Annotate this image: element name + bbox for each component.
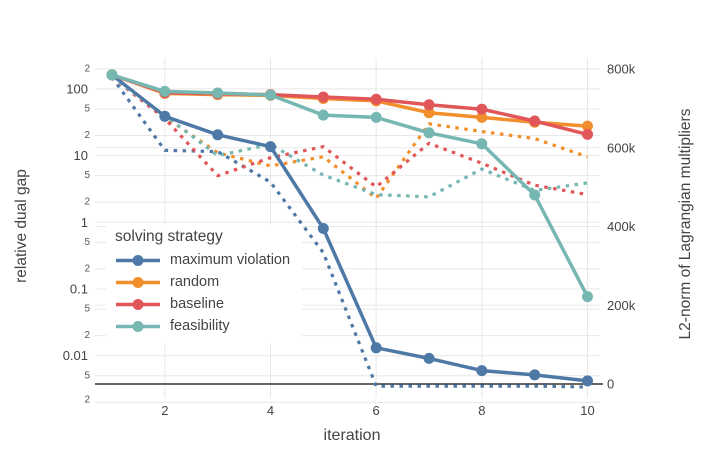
marker-feasibility bbox=[529, 189, 541, 201]
marker-baseline bbox=[423, 99, 435, 111]
right-axis-title: L2-norm of Lagrangian multipliers bbox=[677, 108, 694, 340]
marker-maximum-violation bbox=[582, 375, 593, 387]
x-axis-tick-labels: 2 4 6 8 10 bbox=[161, 403, 595, 418]
svg-text:0.1: 0.1 bbox=[70, 282, 88, 297]
svg-text:6: 6 bbox=[373, 403, 380, 418]
marker-random bbox=[423, 107, 435, 119]
legend-item-label: baseline bbox=[170, 296, 225, 312]
svg-text:8: 8 bbox=[478, 403, 485, 418]
marker-maximum-violation bbox=[317, 223, 329, 234]
legend-item-label: random bbox=[170, 274, 220, 290]
marker-random bbox=[476, 111, 488, 123]
left-axis-tick-labels: 100 10 1 0.1 0.01 2 5 2 5 2 5 2 5 2 5 2 bbox=[63, 63, 91, 405]
marker-maximum-violation bbox=[529, 369, 541, 381]
legend-item-label: feasibility bbox=[170, 318, 230, 334]
marker-feasibility bbox=[159, 85, 171, 97]
marker-random bbox=[582, 120, 593, 132]
marker-feasibility bbox=[476, 138, 488, 150]
svg-text:10: 10 bbox=[580, 403, 594, 418]
legend-item-random[interactable]: random bbox=[115, 271, 290, 293]
marker-feasibility bbox=[582, 291, 593, 303]
legend-item-feasibility[interactable]: feasibility bbox=[115, 315, 290, 337]
svg-text:2: 2 bbox=[84, 330, 90, 341]
svg-text:600k: 600k bbox=[607, 140, 636, 155]
svg-text:2: 2 bbox=[84, 63, 90, 74]
right-axis-tick-labels: 0 200k 400k 600k 800k bbox=[607, 62, 636, 392]
left-axis-title: relative dual gap bbox=[13, 169, 30, 283]
svg-text:1: 1 bbox=[81, 215, 88, 230]
marker-maximum-violation bbox=[476, 365, 488, 377]
marker-maximum-violation bbox=[370, 342, 382, 354]
svg-text:2: 2 bbox=[84, 130, 90, 141]
series-maximum-violation-l2-norm bbox=[110, 73, 588, 383]
svg-text:0.01: 0.01 bbox=[63, 348, 88, 363]
marker-maximum-violation bbox=[265, 141, 276, 153]
legend-symbol-baseline bbox=[116, 298, 160, 310]
legend-items: maximum violation random baseline feasibili… bbox=[115, 249, 290, 337]
series-maximum-violation-dual-gap bbox=[110, 76, 588, 389]
marker-feasibility bbox=[317, 109, 329, 121]
marker-baseline bbox=[476, 103, 488, 115]
legend-symbol-maximum-violation bbox=[116, 254, 160, 266]
legend: solving strategy maximum violation random… bbox=[106, 225, 303, 343]
marker-feasibility bbox=[370, 111, 382, 123]
marker-baseline bbox=[582, 128, 593, 140]
svg-text:2: 2 bbox=[84, 197, 90, 208]
marker-baseline bbox=[529, 115, 541, 127]
svg-text:800k: 800k bbox=[607, 62, 636, 77]
svg-text:2: 2 bbox=[84, 263, 90, 274]
legend-item-label: maximum violation bbox=[170, 252, 291, 268]
svg-text:200k: 200k bbox=[607, 298, 636, 313]
x-axis-title: iteration bbox=[323, 427, 381, 444]
svg-text:100: 100 bbox=[66, 81, 88, 96]
marker-feasibility bbox=[212, 87, 224, 99]
legend-item-baseline[interactable]: baseline bbox=[115, 293, 290, 315]
series-feasibility-dual-gap bbox=[111, 75, 588, 199]
marker-maximum-violation bbox=[212, 129, 224, 141]
series-random-dual-gap bbox=[111, 75, 589, 200]
svg-text:5: 5 bbox=[84, 304, 90, 315]
data-series bbox=[106, 69, 593, 389]
svg-text:400k: 400k bbox=[607, 219, 636, 234]
svg-text:5: 5 bbox=[84, 370, 90, 381]
svg-text:5: 5 bbox=[84, 237, 90, 248]
svg-text:2: 2 bbox=[161, 403, 168, 418]
marker-feasibility bbox=[265, 89, 276, 101]
marker-baseline bbox=[370, 93, 382, 105]
marker-maximum-violation bbox=[159, 110, 171, 122]
marker-feasibility bbox=[106, 69, 118, 81]
marker-baseline bbox=[317, 91, 329, 103]
legend-title: solving strategy bbox=[115, 228, 223, 245]
legend-symbol-random bbox=[116, 276, 160, 288]
series-feasibility-l2-norm bbox=[111, 73, 590, 298]
legend-item-maximum-violation[interactable]: maximum violation bbox=[115, 249, 290, 271]
svg-text:2: 2 bbox=[84, 395, 90, 406]
svg-text:5: 5 bbox=[84, 103, 90, 114]
legend-symbol-feasibility bbox=[116, 320, 160, 332]
svg-text:0: 0 bbox=[607, 377, 614, 392]
marker-maximum-violation bbox=[423, 352, 435, 364]
marker-feasibility bbox=[423, 127, 435, 139]
svg-text:4: 4 bbox=[267, 403, 274, 418]
svg-text:5: 5 bbox=[84, 170, 90, 181]
series-baseline-l2-norm bbox=[111, 73, 588, 137]
svg-text:10: 10 bbox=[74, 148, 88, 163]
